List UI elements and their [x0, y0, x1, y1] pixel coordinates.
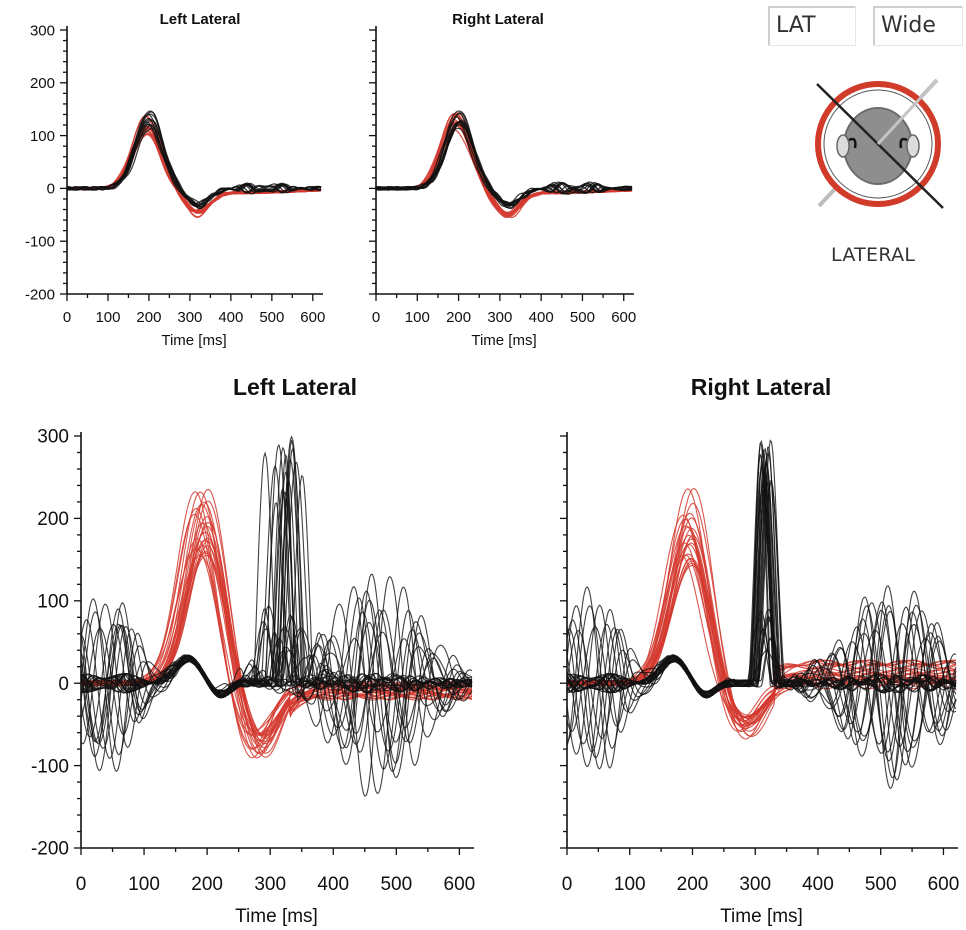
icon-electrode-right: [899, 137, 908, 149]
x-tick-label: 600: [300, 309, 325, 326]
icon-cross-dark: [816, 83, 944, 209]
x-tick-label: 100: [95, 309, 120, 326]
trace-red-p2-2: [376, 121, 632, 214]
x-tick-label: 600: [444, 874, 476, 895]
x-tick-label: 100: [614, 874, 646, 895]
icon-cross-grey-2: [876, 78, 939, 146]
x-tick-label: 200: [446, 309, 471, 326]
x-tick-label: 400: [529, 309, 554, 326]
x-tick-label: 0: [76, 874, 87, 895]
trace-black-p2-10: [376, 121, 633, 206]
lateral-mode-label: LATERAL: [831, 244, 916, 266]
panel-1-traces: [67, 110, 322, 219]
trace-black-p2-11: [376, 121, 633, 207]
icon-ring-inner: [823, 89, 933, 199]
chart-title: Right Lateral: [691, 374, 832, 400]
trace-red-p2-5: [376, 120, 633, 215]
y-tick-label: -100: [25, 233, 55, 250]
trace-black-p3-24: [81, 490, 473, 779]
x-axis-label: Time [ms]: [471, 332, 536, 349]
panel-3-traces: [81, 435, 473, 797]
trace-black-p4-24: [567, 462, 957, 759]
chart-title: Right Lateral: [452, 11, 544, 28]
text-layer: 300 200 100 0 -100 -200 0 100 200 300 400 500 600 Tim…: [25, 11, 959, 927]
panel-2-traces: [376, 110, 633, 219]
y-tick-label: 200: [30, 75, 55, 92]
x-tick-label: 500: [380, 874, 412, 895]
trace-black-p3-28: [81, 439, 473, 694]
chart-title: Left Lateral: [160, 11, 241, 28]
x-axis-label: Time [ms]: [235, 906, 318, 927]
x-tick-label: 0: [562, 874, 573, 895]
lateral-head-icon: [815, 78, 944, 209]
trace-black-p1-1: [67, 110, 322, 210]
x-tick-label: 300: [254, 874, 286, 895]
y-tick-label: -100: [31, 756, 69, 777]
trace-black-p4-28: [567, 446, 957, 748]
trace-black-p4-23: [567, 602, 957, 781]
icon-electrode-left: [848, 137, 857, 149]
trace-black-p1-11: [67, 123, 322, 206]
trace-black-p2-5: [376, 110, 633, 209]
y-tick-label: 200: [37, 509, 69, 530]
trace-red-p1-7: [67, 129, 322, 214]
x-tick-label: 400: [218, 309, 243, 326]
x-tick-label: 100: [405, 309, 430, 326]
y-tick-label: 300: [37, 427, 69, 448]
x-tick-label: 600: [611, 309, 636, 326]
trace-red-p1-10: [67, 127, 322, 214]
y-tick-label: -200: [31, 839, 69, 860]
trace-black-p1-9: [67, 111, 322, 210]
trace-red-p2-10: [376, 129, 633, 213]
trace-black-p4-13: [567, 461, 957, 768]
x-tick-label: 500: [865, 874, 897, 895]
icon-ear-left: [836, 134, 850, 158]
y-tick-label: 0: [47, 181, 55, 198]
x-axis-label: Time [ms]: [720, 906, 803, 927]
trace-black-p1-8: [67, 113, 322, 209]
x-tick-label: 100: [128, 874, 160, 895]
x-tick-label: 200: [677, 874, 709, 895]
x-tick-label: 600: [928, 874, 960, 895]
trace-black-p2-6: [376, 112, 633, 209]
trace-black-p1-10: [67, 121, 322, 206]
panel-4-traces: [567, 439, 957, 790]
lat-mode-button[interactable]: LAT: [768, 6, 856, 46]
x-tick-label: 300: [487, 309, 512, 326]
icon-ear-right: [906, 134, 920, 158]
trace-black-p4-26: [567, 439, 957, 699]
trace-black-p2-2: [376, 116, 633, 207]
x-tick-label: 0: [63, 309, 71, 326]
x-tick-label: 200: [191, 874, 223, 895]
x-tick-label: 500: [570, 309, 595, 326]
axes-layer: [60, 26, 958, 855]
y-tick-label: 100: [30, 128, 55, 145]
trace-red-p1-6: [67, 125, 322, 214]
y-tick-label: 0: [58, 674, 69, 695]
trace-red-p1-1: [67, 125, 322, 214]
x-tick-label: 300: [739, 874, 771, 895]
chart-title: Left Lateral: [233, 374, 357, 400]
y-tick-label: 100: [37, 591, 69, 612]
trace-black-p3-18: [81, 605, 473, 752]
traces-layer: [67, 110, 957, 797]
x-tick-label: 400: [317, 874, 349, 895]
wide-range-button[interactable]: Wide: [873, 6, 963, 46]
trace-black-p3-27: [81, 451, 473, 693]
x-axis-label: Time [ms]: [161, 332, 226, 349]
trace-red-p2-4: [376, 123, 633, 214]
trace-black-p2-0: [376, 112, 633, 209]
trace-black-p3-29: [81, 474, 473, 698]
y-tick-label: -200: [25, 286, 55, 303]
x-tick-label: 300: [177, 309, 202, 326]
y-tick-label: 300: [30, 22, 55, 39]
x-tick-label: 500: [259, 309, 284, 326]
x-tick-label: 0: [372, 309, 380, 326]
trace-black-p4-29: [567, 478, 957, 753]
x-tick-label: 400: [802, 874, 834, 895]
x-tick-label: 200: [136, 309, 161, 326]
